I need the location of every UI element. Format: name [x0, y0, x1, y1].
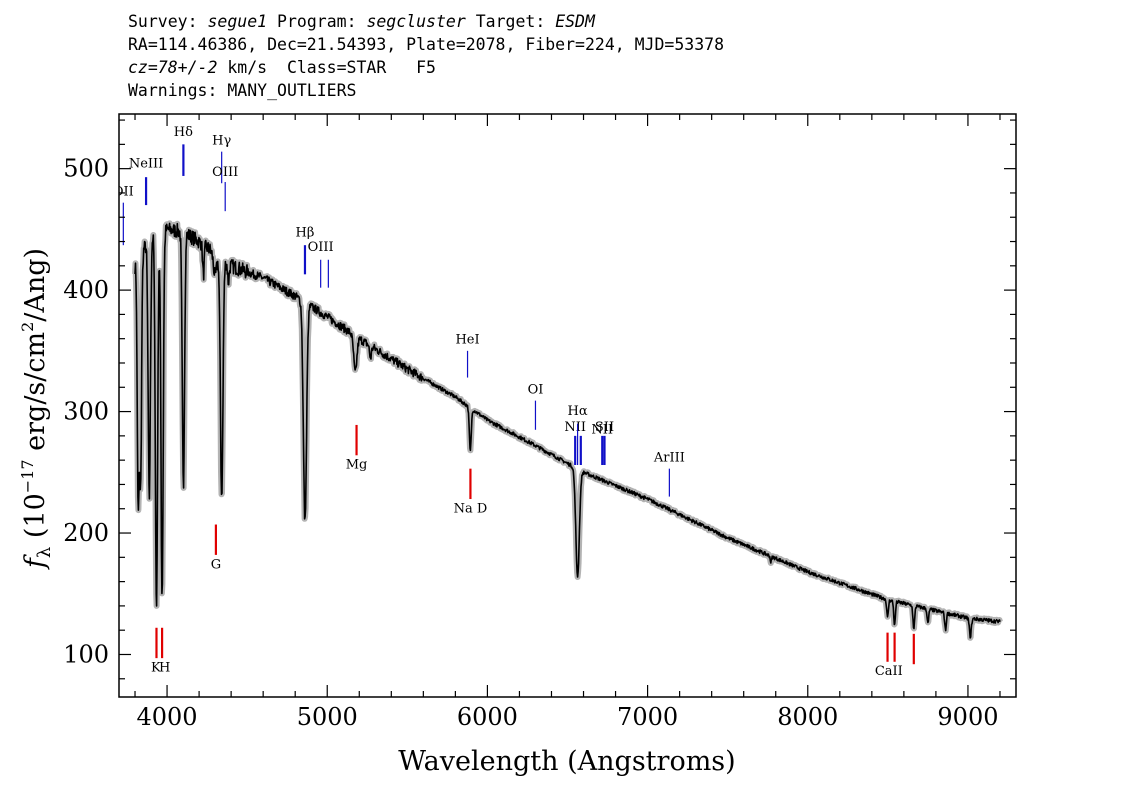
y-axis-title-a: (10	[20, 493, 51, 546]
x-axis-title: Wavelength (Angstroms)	[398, 746, 735, 777]
y-tick-label: 400	[63, 276, 109, 304]
emission-line-label: Hα	[568, 404, 588, 419]
emission-line-label: Hβ	[296, 226, 315, 241]
y-tick-label: 200	[63, 519, 109, 547]
absorption-line-label: CaII	[875, 664, 903, 679]
plot-frame	[118, 113, 1017, 698]
x-tick-label: 8000	[777, 703, 838, 731]
header-line-coordinates: RA=114.46386, Dec=21.54393, Plate=2078, …	[128, 35, 725, 54]
header-line-redshift: cz=78+/-2 km/s Class=STAR F5	[128, 56, 724, 79]
y-axis-title-sup2: 2	[18, 322, 37, 332]
y-tick-label: 300	[63, 398, 109, 426]
y-tick-label: 100	[63, 640, 109, 668]
y-axis-title-sub: λ	[34, 547, 55, 558]
header-line-warnings: Warnings: MANY_OUTLIERS	[128, 81, 357, 100]
target-label: Target:	[465, 12, 556, 31]
survey-value: segue1	[207, 12, 268, 31]
x-tick-label: 7000	[617, 703, 678, 731]
spectrum-header: Survey: segue1 Program: segcluster Targe…	[128, 10, 724, 102]
emission-line-label: ArIII	[653, 450, 685, 465]
emission-line-label: NII	[564, 420, 586, 435]
emission-line-label: OIII	[212, 165, 238, 180]
x-tick-label: 9000	[937, 703, 998, 731]
emission-line-label: OIII	[308, 240, 334, 255]
emission-line-label: SII	[595, 420, 614, 435]
spectrum-line	[134, 222, 1001, 639]
y-axis-title: fλ (10−17 erg/s/cm2/Ang)	[18, 248, 55, 570]
y-axis-title-b: erg/s/cm	[20, 332, 51, 460]
y-axis-title-sup1: −17	[18, 459, 37, 493]
absorption-line-label: H	[159, 660, 170, 675]
absorption-line-label: K	[151, 660, 161, 675]
emission-line-label: NII	[591, 422, 613, 437]
plot-area: OIINeIIIHδHγOIIIHβOIIIHeIOINIIHαNIISIIAr…	[113, 125, 1003, 679]
x-tick-label: 5000	[297, 703, 358, 731]
emission-line-label: Hδ	[174, 125, 193, 140]
absorption-line-label: Na D	[454, 501, 488, 516]
axis-ticks: 4000 5000 6000 7000 8000 9000 100 200 300 400 500	[63, 114, 1016, 731]
class-value: km/s Class=STAR F5	[217, 58, 436, 77]
survey-label: Survey:	[128, 12, 208, 31]
program-label: Program:	[267, 12, 367, 31]
cz-value: cz=78+/-2	[128, 58, 218, 77]
emission-line-label: OII	[113, 184, 134, 199]
x-tick-label: 4000	[137, 703, 198, 731]
header-line-survey: Survey: segue1 Program: segcluster Targe…	[128, 10, 724, 33]
program-value: segcluster	[366, 12, 466, 31]
absorption-line-label: Mg	[346, 458, 368, 473]
emission-line-label: Hγ	[212, 133, 231, 148]
emission-line-label: OI	[528, 382, 544, 397]
emission-line-label: NeIII	[129, 156, 163, 171]
target-value: ESDM	[555, 12, 595, 31]
emission-line-label: HeI	[455, 333, 479, 348]
x-tick-label: 6000	[457, 703, 518, 731]
y-tick-label: 500	[63, 155, 109, 183]
plot-content: OIINeIIIHδHγOIIIHβOIIIHeIOINIIHαNIISIIAr…	[113, 125, 1003, 679]
y-axis-title-f: f	[20, 554, 51, 570]
y-axis-title-c: /Ang)	[20, 248, 51, 322]
absorption-line-label: G	[211, 557, 221, 572]
